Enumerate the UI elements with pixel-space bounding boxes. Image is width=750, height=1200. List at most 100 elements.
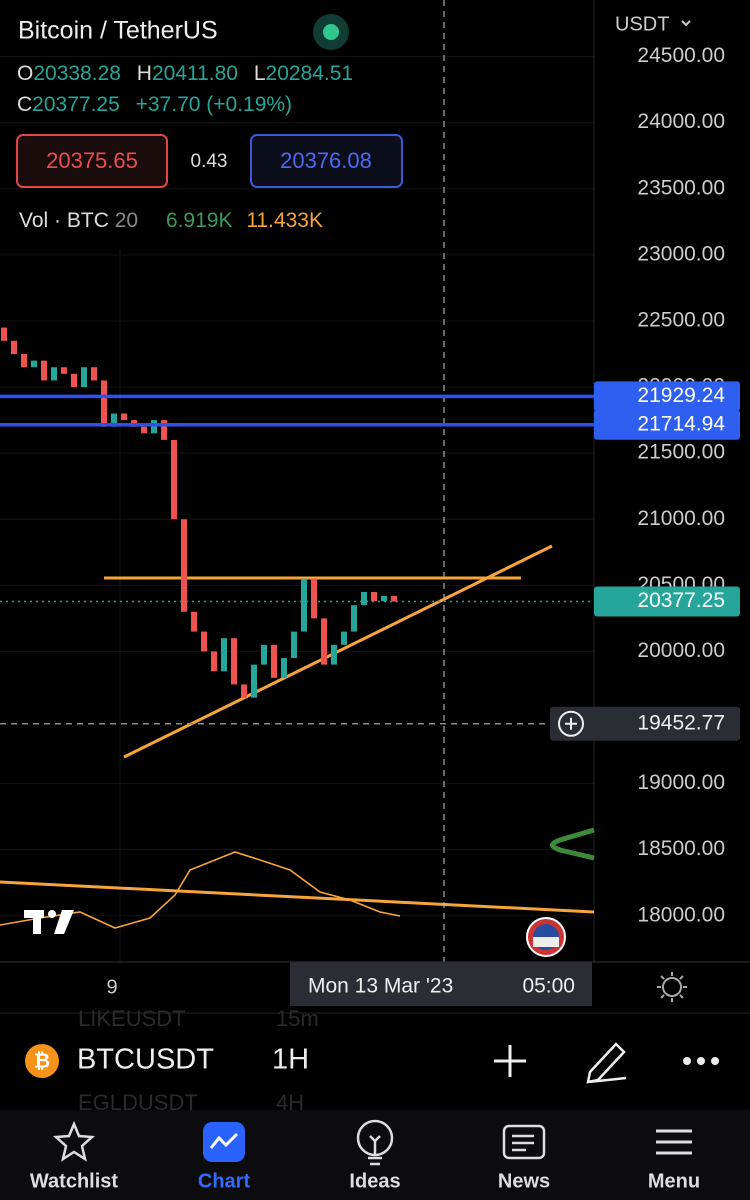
draw-button[interactable] [586, 1042, 627, 1084]
buy-button[interactable] [250, 134, 403, 188]
tab-label[interactable]: Ideas [349, 1170, 400, 1192]
volume-ma-line [0, 851, 401, 929]
candle-body [141, 426, 147, 434]
crosshair-price-bg [550, 706, 740, 741]
candle-body [91, 367, 97, 381]
open: 20338.28 [33, 62, 121, 85]
tab-label[interactable]: Menu [648, 1170, 700, 1192]
time-label: 9 [106, 976, 117, 998]
country-flag-button[interactable] [526, 917, 566, 957]
candle-body [291, 631, 297, 659]
label: H [137, 62, 152, 85]
price-tick-label: 22500.00 [637, 309, 725, 332]
candle-body [391, 595, 397, 602]
currency-selector[interactable]: USDT [615, 13, 669, 35]
price-tick-label: 18000.00 [637, 903, 725, 926]
candle-body [281, 658, 287, 678]
tradingview-logo [24, 910, 74, 934]
level-label: 21714.94 [637, 412, 725, 435]
volume-row: Vol · BTC 20 6.919K 11.433K [19, 209, 323, 232]
label: L [254, 62, 266, 85]
sell-button[interactable] [16, 134, 168, 188]
add-alert-plus [565, 717, 577, 730]
symbol[interactable]: BTCUSDT [77, 1044, 214, 1076]
crosshair-time-box [290, 962, 592, 1006]
label: C [17, 93, 32, 116]
label: O [17, 62, 33, 85]
ghost-interval: 15m [276, 1006, 319, 1031]
spread: 0.43 [191, 151, 228, 172]
candle-body [151, 420, 157, 434]
candle-body [51, 367, 57, 381]
candle-body [1, 327, 7, 341]
drawing-shape [550, 827, 595, 861]
news-icon-detail [512, 1134, 534, 1152]
interval[interactable]: 1H [272, 1044, 309, 1076]
level-label-bg [594, 381, 740, 412]
crosshair-time: 05:00 [522, 975, 575, 998]
candle-body [371, 591, 377, 602]
symbol-title: Bitcoin / TetherUS [18, 17, 218, 45]
chart-area [0, 0, 595, 962]
candle-body [31, 360, 37, 368]
more-button[interactable] [683, 1057, 719, 1065]
add-button[interactable] [494, 1045, 526, 1077]
change: +37.70 (+0.19%) [136, 93, 292, 116]
price-tick-label: 20000.00 [637, 639, 725, 662]
tab-labels: Watchlist Chart Ideas News Menu [30, 1170, 700, 1192]
trend-line [0, 880, 595, 914]
price-tick-label: 23000.00 [637, 242, 725, 265]
candle-body [161, 420, 167, 440]
candle-body [191, 611, 197, 632]
candle-body [271, 644, 277, 678]
candle-body [381, 595, 387, 602]
price-tick-label: 19000.00 [637, 771, 725, 794]
candle-body [321, 618, 327, 665]
last-price-bg [594, 586, 740, 617]
candle-body [261, 644, 267, 665]
candle-body [221, 638, 227, 672]
crosshair-date: Mon 13 Mar '23 [308, 975, 453, 998]
settings-icon[interactable] [657, 972, 687, 1002]
candle-body [201, 631, 207, 652]
bitcoin-icon: ₿ [25, 1044, 59, 1078]
volume-label: Vol · BTC [19, 209, 109, 232]
watchlist-icon[interactable] [52, 1120, 96, 1162]
volume-value: 6.919K [166, 209, 233, 232]
price-tick-label: 21000.00 [637, 507, 725, 530]
candle-body [331, 644, 337, 665]
price-axis: 24500.00 24000.00 23500.00 23000.00 22500.00… [550, 0, 750, 926]
news-icon[interactable] [502, 1124, 546, 1160]
price-tick-label: 24500.00 [637, 44, 725, 67]
close: 20377.25 [32, 93, 120, 116]
tab-label[interactable]: News [498, 1170, 550, 1192]
candle-body [121, 413, 127, 421]
candle-body [41, 360, 47, 381]
menu-icon[interactable] [656, 1129, 692, 1155]
add-alert-button[interactable] [558, 710, 584, 737]
level-label: 21929.24 [637, 384, 725, 407]
candle-body [71, 373, 77, 388]
last-price-label: 20377.25 [637, 589, 725, 612]
candle-body [21, 354, 27, 368]
candle-body [111, 413, 117, 427]
level-label-bg [594, 409, 740, 440]
sell-price[interactable]: 20375.65 [46, 148, 138, 173]
candle-body [171, 439, 177, 520]
candle-body [241, 684, 247, 698]
dropdown-icon[interactable] [681, 20, 691, 27]
indicator-toggle[interactable] [313, 14, 349, 50]
candle-body [301, 578, 307, 632]
tab-label[interactable]: Watchlist [30, 1170, 118, 1192]
candle-body [311, 578, 317, 619]
price-tick-label: 24000.00 [637, 110, 725, 133]
close-row: C20377.25 +37.70 (+0.19%) [17, 93, 292, 116]
candle-body [11, 340, 17, 355]
high: 20411.80 [152, 62, 238, 85]
buy-price[interactable]: 20376.08 [280, 148, 372, 173]
tab-label[interactable]: Chart [198, 1170, 251, 1192]
candle-body [101, 380, 107, 427]
candle-body [181, 519, 187, 612]
svg-text:₿: ₿ [34, 1050, 50, 1072]
candle-body [81, 367, 87, 388]
